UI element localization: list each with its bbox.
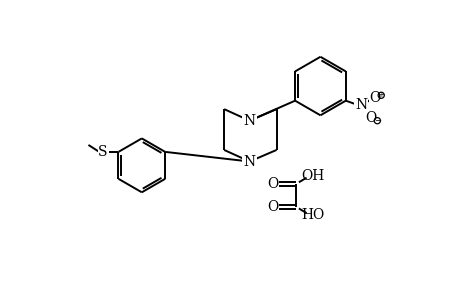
- Text: O: O: [369, 92, 380, 105]
- Text: N: N: [243, 154, 255, 169]
- Text: O: O: [267, 200, 278, 214]
- Text: O: O: [364, 111, 375, 125]
- Text: −: −: [373, 116, 380, 125]
- Text: +: +: [377, 92, 383, 98]
- Text: HO: HO: [301, 208, 324, 222]
- Text: N: N: [354, 98, 366, 112]
- Text: S: S: [98, 145, 107, 159]
- Text: N: N: [243, 114, 255, 128]
- Text: OH: OH: [301, 169, 324, 183]
- Text: O: O: [267, 177, 278, 191]
